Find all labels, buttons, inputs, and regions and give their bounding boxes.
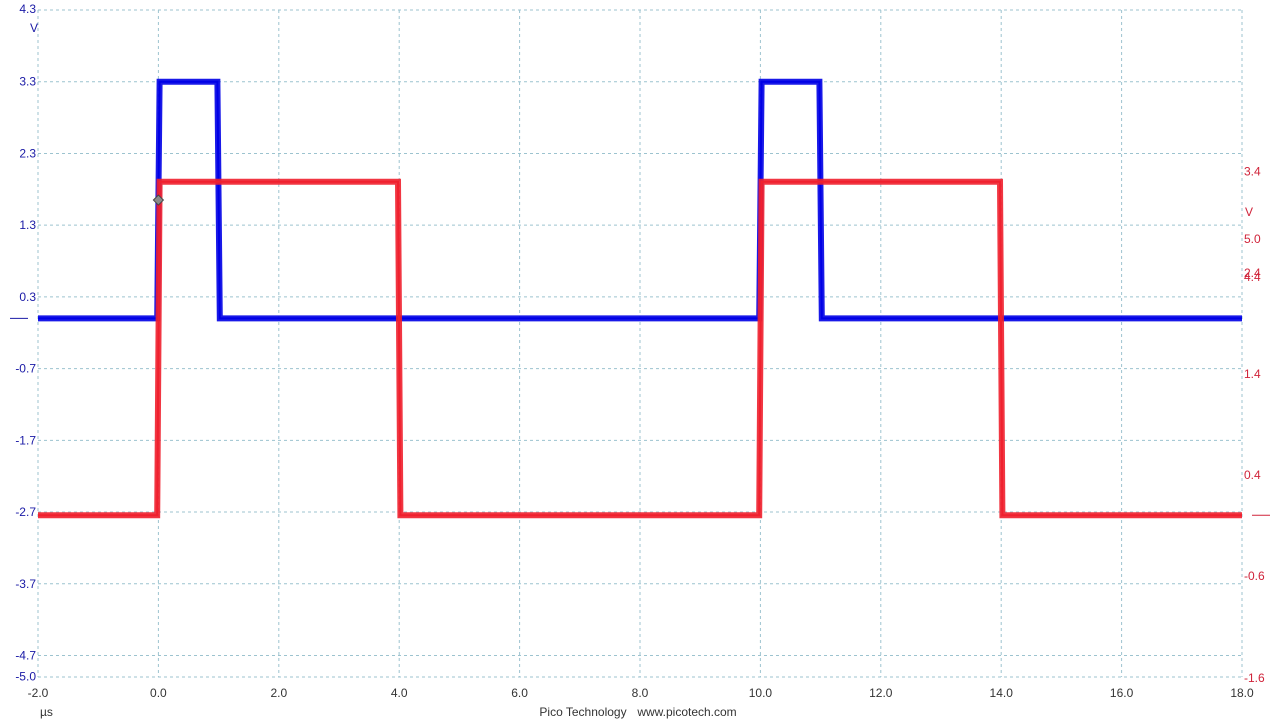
right-tick-label: 4.4 xyxy=(1244,270,1261,284)
x-tick-label: 18.0 xyxy=(1230,686,1254,700)
left-tick-label: 1.3 xyxy=(19,218,36,232)
trigger-marker[interactable] xyxy=(152,194,165,206)
x-tick-label: 16.0 xyxy=(1110,686,1134,700)
right-tick-label: 3.4 xyxy=(1244,165,1261,179)
left-tick-label: -5.0 xyxy=(15,669,36,683)
right-tick-label: 0.4 xyxy=(1244,468,1261,482)
left-axis: V 4.3 3.3 2.3 1.3 0.3 -0.7 -1.7 -2.7 -3.7 -4.7 -5.0 xyxy=(10,2,38,683)
x-axis-unit: µs xyxy=(40,705,53,719)
x-tick-label: 2.0 xyxy=(270,686,287,700)
left-tick-label: -3.7 xyxy=(15,577,36,591)
channel-b-trace-core xyxy=(38,180,1242,517)
right-tick-label: -1.6 xyxy=(1244,671,1265,685)
left-tick-label: 0.3 xyxy=(19,290,36,304)
right-tick-label: -0.6 xyxy=(1244,569,1265,583)
right-tick-label: 5.0 xyxy=(1244,232,1261,246)
right-tick-label: 2.4 xyxy=(1244,266,1261,280)
x-tick-label: -2.0 xyxy=(28,686,49,700)
right-axis-unit: V xyxy=(1245,205,1253,219)
right-axis: V 5.0 4.4 3.4 2.4 1.4 0.4 -0.6 -1.6 xyxy=(1244,165,1270,685)
left-tick-label: -4.7 xyxy=(15,648,36,662)
x-tick-label: 14.0 xyxy=(990,686,1014,700)
x-tick-label: 10.0 xyxy=(749,686,773,700)
left-tick-label: -1.7 xyxy=(15,433,36,447)
left-tick-label: 3.3 xyxy=(19,75,36,89)
grid xyxy=(37,9,1243,678)
left-tick-label: 4.3 xyxy=(19,2,36,16)
x-tick-label: 8.0 xyxy=(632,686,649,700)
x-tick-label: 12.0 xyxy=(869,686,893,700)
footer-url[interactable]: www.picotech.com xyxy=(636,705,736,719)
left-tick-label: -0.7 xyxy=(15,362,36,376)
left-tick-label: -2.7 xyxy=(15,505,36,519)
left-tick-label: 2.3 xyxy=(19,146,36,160)
traces xyxy=(38,78,1242,519)
x-tick-label: 6.0 xyxy=(511,686,528,700)
x-tick-label: 4.0 xyxy=(391,686,408,700)
footer-brand: Pico Technology xyxy=(539,705,626,719)
right-tick-label: 1.4 xyxy=(1244,367,1261,381)
x-tick-label: 0.0 xyxy=(150,686,167,700)
left-axis-unit: V xyxy=(30,21,38,35)
x-axis: -2.0 0.0 2.0 4.0 6.0 8.0 10.0 12.0 14.0 16.0 18.0 µ… xyxy=(28,686,1254,719)
